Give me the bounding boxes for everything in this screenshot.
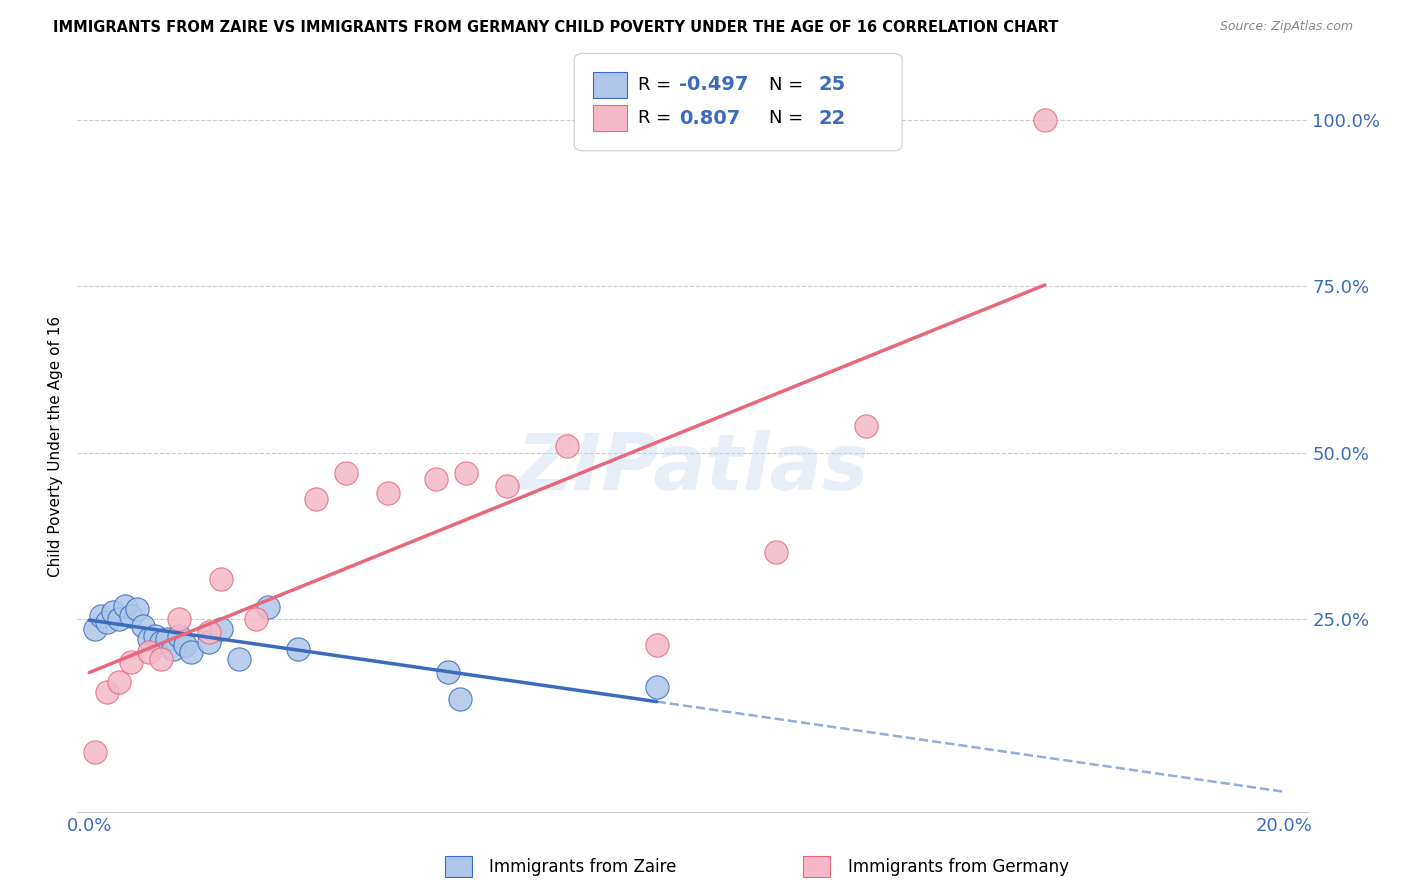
Point	[197, 635, 219, 649]
Point	[132, 618, 155, 632]
Point	[1033, 113, 1056, 128]
Point	[449, 691, 471, 706]
Text: N =: N =	[769, 76, 808, 94]
Point	[436, 665, 458, 679]
FancyBboxPatch shape	[593, 72, 627, 98]
Text: 0.807: 0.807	[679, 109, 741, 128]
Point	[167, 612, 190, 626]
Text: ZIPatlas: ZIPatlas	[516, 430, 869, 506]
Point	[143, 628, 166, 642]
Point	[765, 545, 787, 559]
Text: Source: ZipAtlas.com: Source: ZipAtlas.com	[1219, 20, 1353, 33]
FancyBboxPatch shape	[574, 54, 903, 151]
Point	[162, 641, 184, 656]
Point	[454, 466, 477, 480]
FancyBboxPatch shape	[444, 855, 472, 877]
FancyBboxPatch shape	[593, 105, 627, 131]
Point	[138, 645, 160, 659]
Text: 25: 25	[818, 75, 846, 95]
Point	[101, 605, 124, 619]
Point	[245, 612, 267, 626]
Point	[167, 628, 190, 642]
Point	[84, 745, 107, 759]
Point	[425, 472, 447, 486]
Point	[156, 632, 179, 646]
Point	[108, 675, 131, 690]
Point	[114, 599, 136, 613]
Point	[305, 492, 328, 507]
Point	[228, 652, 250, 666]
Point	[108, 612, 131, 626]
Point	[209, 572, 232, 586]
Point	[496, 479, 519, 493]
Point	[149, 635, 172, 649]
Point	[90, 608, 112, 623]
Point	[149, 652, 172, 666]
Y-axis label: Child Poverty Under the Age of 16: Child Poverty Under the Age of 16	[48, 316, 63, 576]
Text: 22: 22	[818, 109, 846, 128]
Point	[120, 608, 142, 623]
Point	[855, 419, 877, 434]
Point	[138, 632, 160, 646]
Text: R =: R =	[638, 76, 676, 94]
Text: R =: R =	[638, 109, 682, 127]
Point	[377, 485, 399, 500]
Point	[197, 625, 219, 640]
Point	[96, 685, 118, 699]
Point	[120, 655, 142, 669]
Text: N =: N =	[769, 109, 808, 127]
Point	[287, 641, 309, 656]
Point	[96, 615, 118, 630]
Point	[173, 639, 195, 653]
Text: -0.497: -0.497	[679, 75, 749, 95]
Text: Immigrants from Germany: Immigrants from Germany	[848, 858, 1069, 876]
Point	[84, 622, 107, 636]
Point	[645, 639, 668, 653]
Text: Immigrants from Zaire: Immigrants from Zaire	[489, 858, 676, 876]
Text: IMMIGRANTS FROM ZAIRE VS IMMIGRANTS FROM GERMANY CHILD POVERTY UNDER THE AGE OF : IMMIGRANTS FROM ZAIRE VS IMMIGRANTS FROM…	[53, 20, 1059, 35]
Point	[257, 599, 280, 614]
Point	[125, 602, 148, 616]
FancyBboxPatch shape	[803, 855, 831, 877]
Point	[555, 439, 578, 453]
Point	[180, 645, 202, 659]
Point	[335, 466, 357, 480]
Point	[209, 622, 232, 636]
Point	[645, 680, 668, 694]
